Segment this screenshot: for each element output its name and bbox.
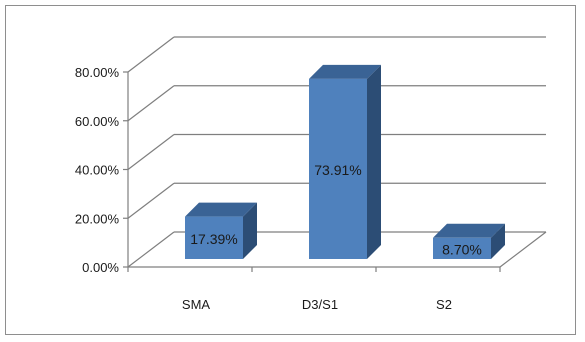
y-tick-label: 0.00%	[82, 260, 119, 275]
bar-chart: 0.00% 20.00% 40.00% 60.00% 80.00% 17.39% SMA 73…	[75, 36, 547, 312]
y-tick-label: 20.00%	[75, 211, 120, 226]
y-tick-label: 60.00%	[75, 114, 120, 129]
bar-front	[185, 216, 243, 259]
floor-edge	[499, 231, 547, 268]
gridline-diag	[127, 85, 175, 122]
bar-top	[309, 64, 381, 79]
bar-side	[243, 202, 257, 259]
bar-d3-s1	[309, 64, 381, 259]
data-label: 17.39%	[190, 231, 237, 247]
y-tick-label: 40.00%	[75, 163, 120, 178]
bars	[185, 64, 505, 259]
gridline-diag	[127, 231, 175, 268]
bar-side	[491, 223, 505, 259]
data-label: 73.91%	[314, 162, 361, 178]
bar-front	[309, 78, 367, 259]
gridline-diag	[127, 36, 175, 73]
bar-top	[433, 223, 505, 238]
gridline-diag	[127, 182, 175, 219]
gridline-diag	[127, 134, 175, 170]
bar-front	[433, 237, 491, 259]
data-label: 8.70%	[442, 241, 482, 257]
axes	[123, 71, 547, 272]
chart-frame: 0.00% 20.00% 40.00% 60.00% 80.00% 17.39% SMA 73…	[5, 5, 576, 335]
bar-top	[185, 202, 257, 217]
labels: 0.00% 20.00% 40.00% 60.00% 80.00% 17.39% SMA 73…	[75, 65, 482, 312]
x-tick-label: D3/S1	[302, 297, 338, 312]
y-tick-label: 80.00%	[75, 65, 120, 80]
bar-side	[367, 64, 381, 259]
bar-s2	[433, 223, 505, 259]
bar-sma	[185, 202, 257, 259]
x-tick-label: SMA	[182, 297, 211, 312]
x-tick-label: S2	[436, 297, 452, 312]
